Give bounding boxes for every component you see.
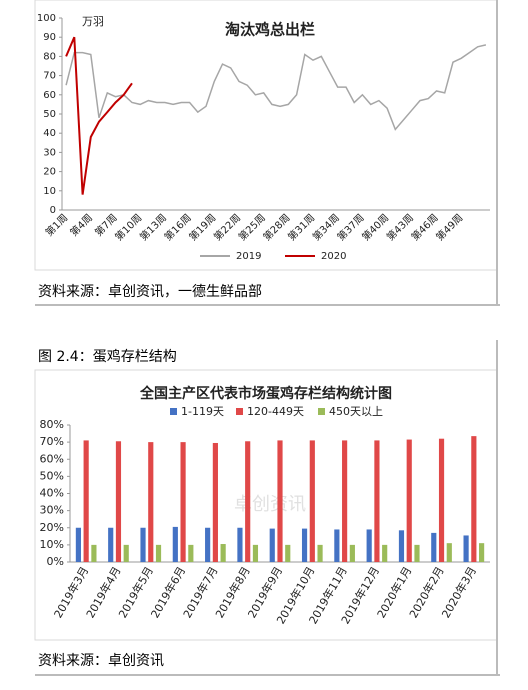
y-tick-label: 90	[43, 32, 56, 43]
bar	[140, 527, 146, 562]
bar	[301, 528, 308, 562]
y-tick-label: 10%	[40, 538, 64, 551]
legend-swatch	[236, 408, 243, 415]
bar	[374, 440, 380, 562]
unit-label: 万羽	[82, 15, 104, 28]
y-tick-label: 60%	[40, 452, 64, 465]
y-tick-label: 50	[43, 109, 56, 120]
figure-caption: 图 2.4：蛋鸡存栏结构	[38, 349, 177, 365]
y-tick-label: 30%	[40, 504, 64, 517]
y-tick-label: 10	[43, 186, 56, 197]
bar	[285, 544, 291, 562]
y-tick-label: 20	[43, 167, 56, 178]
bar	[155, 544, 162, 562]
source-note: 资料来源：卓创资讯，一德生鲜品部	[38, 284, 262, 300]
bar	[414, 544, 420, 562]
bar	[446, 543, 452, 562]
bar	[438, 438, 445, 562]
bar	[123, 544, 129, 562]
legend-label: 120-449天	[247, 405, 304, 418]
bar	[334, 529, 340, 562]
y-tick-label: 40%	[40, 487, 64, 500]
bar	[83, 440, 89, 562]
bar	[269, 528, 275, 562]
legend-swatch	[170, 408, 177, 415]
line-series	[65, 44, 487, 131]
legend-label: 2020	[321, 251, 346, 262]
y-tick-label: 100	[37, 13, 56, 24]
bar	[172, 526, 178, 562]
legend-swatch	[318, 408, 325, 415]
y-tick-label: 40	[43, 128, 56, 139]
bar	[431, 532, 437, 562]
y-tick-label: 0%	[47, 555, 64, 568]
legend-label: 450天以上	[329, 405, 383, 418]
y-tick-label: 60	[43, 90, 56, 101]
bar	[317, 544, 323, 562]
y-tick-label: 0	[50, 205, 56, 216]
bar	[148, 442, 154, 562]
legend-label: 2019	[236, 251, 261, 262]
bar	[366, 529, 372, 562]
bar	[115, 441, 122, 562]
bar	[245, 441, 251, 562]
chart-frame	[34, 0, 498, 271]
bar	[237, 527, 243, 562]
bar	[108, 527, 114, 562]
legend-label: 1-119天	[181, 405, 224, 418]
watermark: 卓创资讯	[234, 494, 306, 515]
line-series	[65, 36, 133, 195]
source-note: 资料来源：卓创资讯	[38, 653, 164, 669]
y-tick-label: 70	[43, 71, 56, 82]
bar	[220, 544, 226, 562]
bar	[309, 440, 315, 562]
bar	[471, 436, 477, 562]
bar	[212, 442, 218, 562]
bar	[406, 439, 412, 562]
bar	[91, 544, 97, 562]
chart-title: 淘汰鸡总出栏	[224, 21, 315, 39]
chart-frame	[34, 369, 498, 641]
bar	[252, 544, 259, 562]
bar	[398, 530, 405, 562]
bar	[75, 527, 81, 562]
bar	[479, 543, 485, 562]
bar	[349, 544, 355, 562]
bar	[188, 544, 194, 562]
y-tick-label: 50%	[40, 469, 64, 482]
bar	[382, 544, 388, 562]
chart-title: 全国主产区代表市场蛋鸡存栏结构统计图	[139, 385, 392, 402]
bar	[205, 527, 211, 562]
bar	[463, 535, 469, 562]
bar	[277, 440, 283, 562]
bar	[180, 442, 186, 562]
y-tick-label: 30	[43, 147, 56, 158]
bar	[342, 440, 348, 562]
y-tick-label: 70%	[40, 435, 64, 448]
y-tick-label: 20%	[40, 521, 64, 534]
y-tick-label: 80%	[40, 418, 64, 431]
y-tick-label: 80	[43, 51, 56, 62]
